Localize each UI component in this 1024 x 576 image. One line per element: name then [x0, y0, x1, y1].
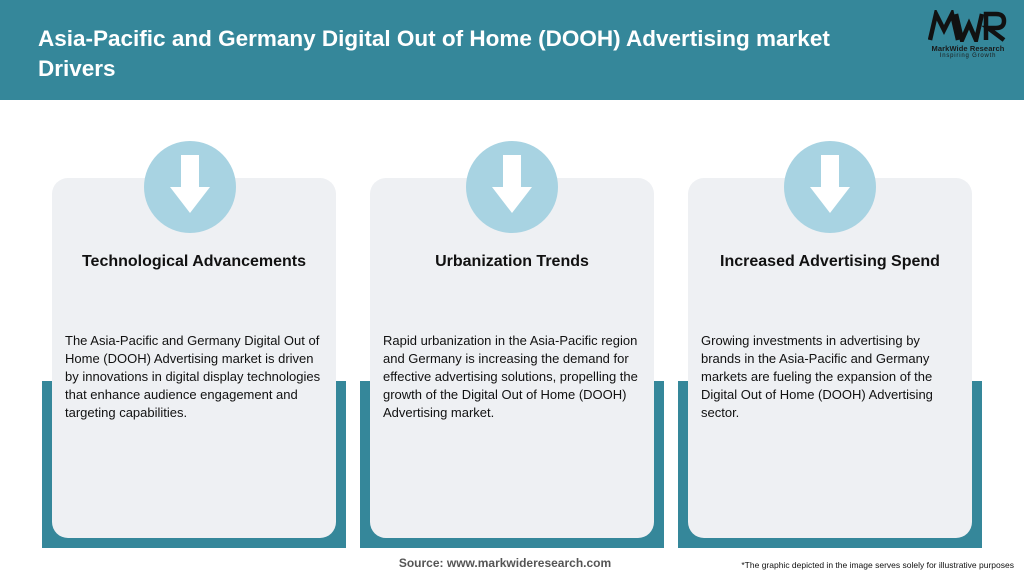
- card-body: Increased Advertising Spend Growing inve…: [688, 178, 972, 538]
- card-description: The Asia-Pacific and Germany Digital Out…: [65, 333, 321, 420]
- card-description: Growing investments in advertising by br…: [701, 333, 933, 420]
- source-citation: Source: www.markwideresearch.com: [398, 556, 612, 570]
- logo-name: MarkWide Research: [931, 44, 1005, 53]
- card-title: Increased Advertising Spend: [720, 253, 940, 270]
- card-title: Urbanization Trends: [435, 253, 589, 270]
- logo-mark-icon: [928, 10, 1007, 42]
- arrow-down-icon: [466, 141, 558, 233]
- disclaimer-note: *The graphic depicted in the image serve…: [741, 560, 1014, 570]
- page-title: Asia-Pacific and Germany Digital Out of …: [38, 26, 830, 81]
- logo-tagline: Inspiring Growth: [939, 53, 997, 59]
- logo: MarkWide Research Inspiring Growth: [922, 10, 1014, 60]
- driver-card-advertising-spend: Increased Advertising Spend Growing inve…: [678, 178, 982, 548]
- driver-card-urbanization: Urbanization Trends Rapid urbanization i…: [360, 178, 664, 548]
- arrow-down-icon: [784, 141, 876, 233]
- header-banner: Asia-Pacific and Germany Digital Out of …: [0, 0, 1024, 100]
- arrow-down-icon: [144, 141, 236, 233]
- card-title: Technological Advancements: [81, 253, 307, 270]
- card-description: Rapid urbanization in the Asia-Pacific r…: [383, 333, 638, 420]
- driver-card-technological: Technological Advancements The Asia-Paci…: [42, 178, 346, 548]
- card-body: Technological Advancements The Asia-Paci…: [52, 178, 336, 538]
- card-body: Urbanization Trends Rapid urbanization i…: [370, 178, 654, 538]
